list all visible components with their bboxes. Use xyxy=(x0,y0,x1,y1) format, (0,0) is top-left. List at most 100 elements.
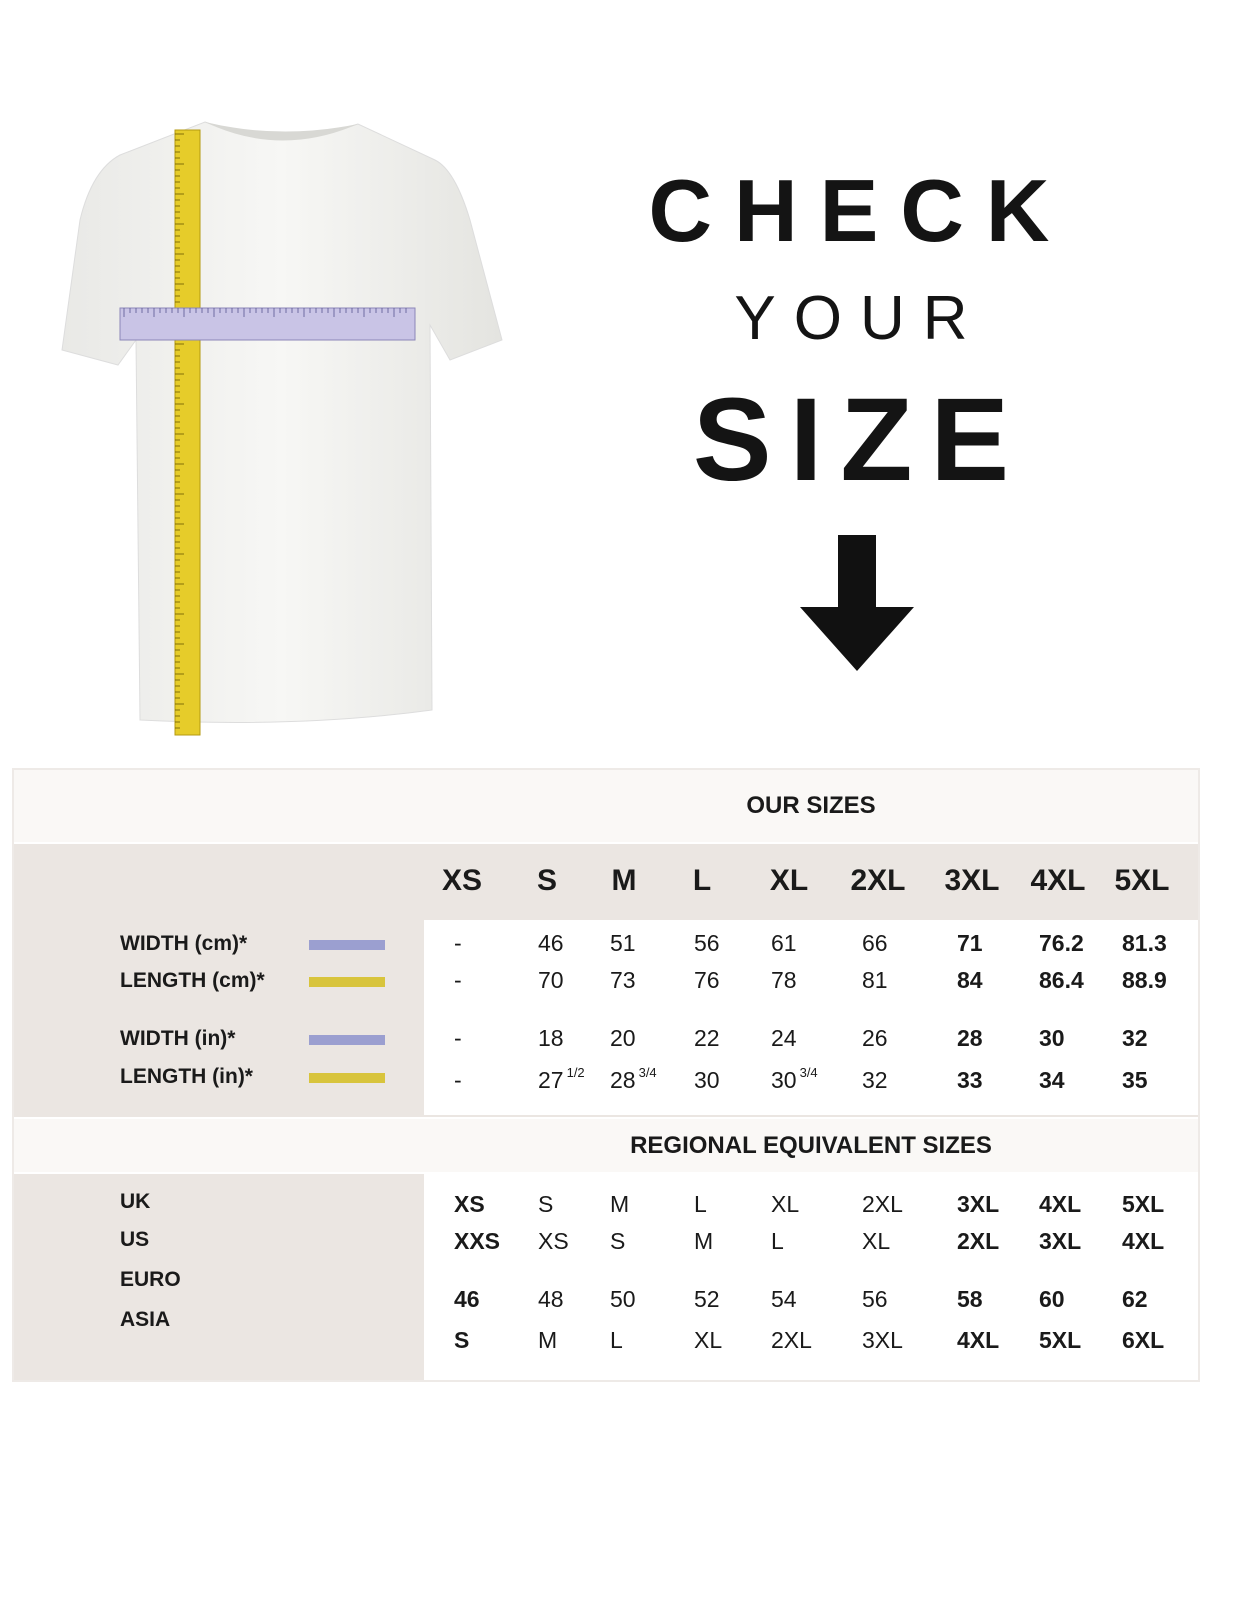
measurement-label: WIDTH (cm)* xyxy=(120,932,248,955)
measurement-cell: 70 xyxy=(538,967,564,993)
hero-check: CHECK xyxy=(648,161,1072,260)
regional-cell: 2XL xyxy=(771,1327,812,1353)
size-header-xs: XS xyxy=(441,864,483,897)
our-sizes-header: OUR SIZES xyxy=(14,770,1198,842)
cell-whole: 30 xyxy=(771,1067,797,1093)
measurement-values-panel xyxy=(424,920,1198,1115)
regional-cell: L xyxy=(694,1191,707,1217)
regional-cell: 54 xyxy=(771,1286,797,1312)
measurement-cell: 81 xyxy=(862,967,888,993)
cell-whole: 27 xyxy=(538,1067,564,1093)
regional-cell: M xyxy=(538,1327,558,1353)
width-color-swatch xyxy=(309,1035,385,1045)
regional-cell: S xyxy=(454,1327,470,1353)
measurement-label: LENGTH (in)* xyxy=(120,1065,253,1088)
length-color-swatch xyxy=(309,977,385,987)
region-label-euro: EURO xyxy=(120,1268,181,1291)
measurement-cell: 88.9 xyxy=(1122,967,1167,993)
measurement-cell: 32 xyxy=(1122,1025,1148,1051)
measurement-cell: 20 xyxy=(610,1025,636,1051)
measurement-cell: 26 xyxy=(862,1025,888,1051)
regional-cell: M xyxy=(694,1228,714,1254)
cell-fraction: 1/2 xyxy=(566,1065,585,1080)
cell-fraction: 3/4 xyxy=(638,1065,657,1080)
regional-cell: 6XL xyxy=(1122,1327,1165,1353)
measurement-cell: 56 xyxy=(694,930,720,956)
measurement-cell: 76.2 xyxy=(1039,930,1084,956)
measurement-cell: 51 xyxy=(610,930,636,956)
regional-cell: 46 xyxy=(454,1286,480,1312)
hero-your: YOUR xyxy=(734,284,986,353)
regional-cell: 2XL xyxy=(862,1191,903,1217)
cell-whole: 28 xyxy=(610,1067,636,1093)
our-sizes-title: OUR SIZES xyxy=(746,792,876,819)
measurement-cell: 71 xyxy=(957,930,983,956)
regional-cell: 5XL xyxy=(1122,1191,1165,1217)
regional-cell: M xyxy=(610,1191,630,1217)
measurement-cell: 28 xyxy=(957,1025,983,1051)
regional-cell: 2XL xyxy=(957,1228,1000,1254)
regional-cell: 48 xyxy=(538,1286,564,1312)
regional-panel: UK XS S M L XL 2XL 3XL 4XL 5XL US XXS XS S M L XL 2XL 3XL 4… xyxy=(14,1174,1198,1380)
measurement-cell: 61 xyxy=(771,930,797,956)
regional-cell: 58 xyxy=(957,1286,983,1312)
measurement-cell: 27 1/2 xyxy=(538,1065,585,1094)
regional-cell: 3XL xyxy=(862,1327,903,1353)
measurement-cell: 30 xyxy=(1039,1025,1065,1051)
regional-cell: 4XL xyxy=(1122,1228,1165,1254)
size-header-s: S xyxy=(536,864,558,897)
size-header-3xl: 3XL xyxy=(944,864,1000,897)
measurement-cell: 18 xyxy=(538,1025,564,1051)
measurement-cell: - xyxy=(454,930,462,956)
regional-cell: 60 xyxy=(1039,1286,1065,1312)
regional-cell: 3XL xyxy=(1039,1228,1082,1254)
measurement-cell: 81.3 xyxy=(1122,930,1167,956)
regional-cell: 5XL xyxy=(1039,1327,1082,1353)
measurement-cell: 78 xyxy=(771,967,797,993)
arrow-down-icon xyxy=(800,535,914,671)
measurement-label: WIDTH (in)* xyxy=(120,1027,236,1050)
regional-cell: 62 xyxy=(1122,1286,1148,1312)
regional-cell: XL xyxy=(771,1191,800,1217)
measurement-cell: 33 xyxy=(957,1067,983,1093)
size-header-5xl: 5XL xyxy=(1114,864,1170,897)
regional-title: REGIONAL EQUIVALENT SIZES xyxy=(630,1132,992,1159)
measurement-cell: 32 xyxy=(862,1067,888,1093)
length-ruler xyxy=(174,129,201,736)
regional-cell: L xyxy=(610,1327,623,1353)
measurement-cell: 34 xyxy=(1039,1067,1065,1093)
regional-values-panel xyxy=(424,1174,1198,1380)
regional-cell: L xyxy=(771,1228,784,1254)
measurement-panel: XS S M L XL 2XL 3XL 4XL 5XL WIDTH (cm)* - 46 51 56 61… xyxy=(14,844,1198,1117)
regional-cell: 52 xyxy=(694,1286,720,1312)
tshirt-illustration xyxy=(61,121,503,736)
region-label-uk: UK xyxy=(120,1190,151,1213)
measurement-cell: - xyxy=(454,1025,462,1051)
regional-cell: XL xyxy=(862,1228,891,1254)
measurement-cell: 24 xyxy=(771,1025,797,1051)
regional-cell: 4XL xyxy=(1039,1191,1082,1217)
measurement-cell: 28 3/4 xyxy=(610,1065,657,1094)
measurement-cell: 76 xyxy=(694,967,720,993)
measurement-cell: - xyxy=(454,967,462,993)
hero-size: SIZE xyxy=(692,374,1028,506)
measurement-cell: 22 xyxy=(694,1025,720,1051)
measurement-cell: 46 xyxy=(538,930,564,956)
measurement-cell: 30 3/4 xyxy=(771,1065,818,1094)
regional-cell: S xyxy=(610,1228,626,1254)
regional-cell: 50 xyxy=(610,1286,636,1312)
regional-cell: XXS xyxy=(454,1228,501,1254)
size-header-2xl: 2XL xyxy=(850,864,906,897)
region-label-asia: ASIA xyxy=(120,1308,171,1331)
measurement-cell: 35 xyxy=(1122,1067,1148,1093)
size-chart-table: OUR SIZES XS S M L XL 2XL 3XL 4XL 5XL WIDTH (cm)… xyxy=(12,768,1200,1382)
measurement-cell: - xyxy=(454,1067,462,1093)
size-header-4xl: 4XL xyxy=(1030,864,1086,897)
regional-cell: S xyxy=(538,1191,554,1217)
regional-cell: XL xyxy=(694,1327,723,1353)
regional-cell: XS xyxy=(538,1228,569,1254)
measurement-cell: 66 xyxy=(862,930,888,956)
regional-cell: XS xyxy=(454,1191,485,1217)
measurement-cell: 73 xyxy=(610,967,636,993)
regional-cell: 3XL xyxy=(957,1191,1000,1217)
